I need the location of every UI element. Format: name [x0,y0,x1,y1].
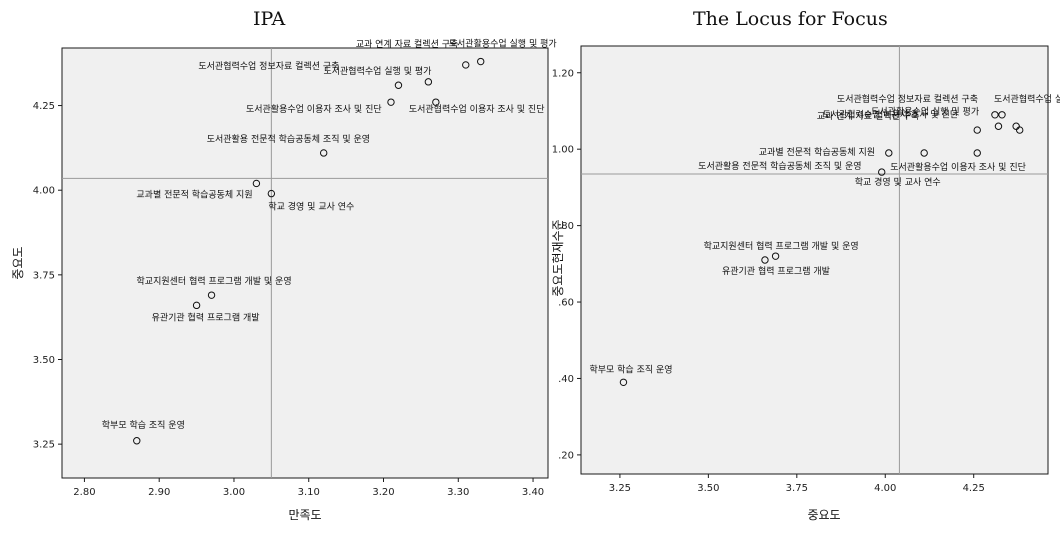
data-point [462,61,470,69]
x-tick-label: 3.00 [223,487,245,498]
x-tick-label: 3.10 [298,487,320,498]
y-axis-label: 중요도 [11,246,25,279]
data-point [991,111,999,119]
data-point-label: 학부모 학습 조직 운영 [589,364,672,375]
y-tick-label: 4.25 [33,101,55,112]
data-point-label: 도서관활용 전문적 학습공동체 조직 및 운영 [207,133,370,145]
data-point-label: 교과 연계 자료 컬렉션 구축 [356,38,459,50]
data-point [994,122,1003,130]
data-point [207,291,216,299]
x-tick-label: 3.40 [522,487,544,498]
data-point-label: 도서관협력수업 이용자 조사 및 진단 [822,108,958,120]
y-tick-label: 3.50 [33,355,55,366]
y-tick-label: .20 [558,450,574,461]
data-point [387,98,395,106]
data-point-label: 학교지원센터 협력 프로그램 개발 및 운영 [137,275,292,287]
data-point-label: 도서관협력수업 정보자료 컬렉션 구축 [837,93,978,105]
data-point [771,252,780,260]
data-point [192,301,201,310]
data-point [133,437,141,445]
data-point-label: 학교 경영 및 교사 연수 [268,201,354,213]
y-tick-label: 3.75 [33,270,55,281]
data-point-label: 도서관활용수업 이용자 조사 및 진단 [246,103,382,115]
y-tick-label: .60 [558,298,574,309]
plot-area [580,45,1049,475]
data-point [998,111,1006,119]
y-tick-label: .40 [558,374,574,385]
data-point [973,126,981,134]
data-point-label: 도서관활용수업 실행 및 평가 [871,105,979,117]
data-point [885,149,893,157]
x-tick-label: 4.00 [874,483,896,494]
data-point-label: 유관기관 협력 프로그램 개발 [722,265,830,277]
data-point-label: 도서관협력수업 이용자 조사 및 진단 [409,103,545,115]
y-tick-label: 1.20 [552,68,574,79]
data-point-label: 교과별 전문적 학습공동체 지원 [136,188,252,200]
chart-title-locus-for-focus: The Locus for Focus [693,8,888,30]
data-point [973,149,981,157]
data-point-label: 도서관협력수업 실행 및 평가 [994,93,1060,105]
data-point-label: 도서관협력수업 정보자료 컬렉션 구축 [198,60,339,72]
data-point [920,149,928,157]
chart-title-ipa: IPA [253,8,286,30]
x-tick-label: 2.80 [73,487,95,498]
chart-locus-for-focus: 3.25 3.50 3.75 4.00 4.25 .20 .40 .60 .80 1.00 1.20… [551,45,1060,522]
y-axis-label: 중요도현재수준 [551,219,565,296]
data-point [477,57,485,66]
data-point-label: 도서관활용수업 이용자 조사 및 진단 [890,161,1026,173]
y-tick-label: 3.25 [33,440,55,451]
data-point [267,189,276,198]
y-tick-label: 1.00 [552,145,574,156]
x-tick-label: 3.20 [372,487,394,498]
x-tick-label: 4.25 [963,483,985,494]
y-tick-label: 4.00 [33,186,55,197]
data-point [619,378,628,386]
data-point-label: 도서관협력수업 실행 및 평가 [323,65,431,77]
data-point-label: 학부모 학습 조직 운영 [102,420,185,431]
data-point-label: 학교 경영 및 교사 연수 [855,176,941,188]
data-point [424,78,433,86]
x-tick-label: 3.25 [609,483,631,494]
data-point [1015,126,1024,134]
data-point [319,149,328,157]
x-tick-label: 2.90 [148,487,170,498]
data-point-label: 교과 연계 자료 컬렉션 구축 [817,110,920,122]
data-point-label: 학교지원센터 협력 프로그램 개발 및 운영 [704,240,859,252]
data-point-label: 유관기관 협력 프로그램 개발 [152,311,260,323]
plot-area [61,47,549,479]
data-point [761,256,769,264]
data-point [394,81,403,89]
data-point [432,98,440,106]
data-point-label: 도서관활용 전문적 학습공동체 조직 및 운영 [698,160,861,172]
x-tick-label: 3.30 [447,487,469,498]
data-point [878,168,886,176]
x-tick-label: 3.75 [786,483,808,494]
x-axis-label: 중요도 [807,508,840,522]
y-tick-label: .80 [558,221,574,232]
data-point-label: 교과별 전문적 학습공동체 지원 [759,146,875,158]
chart-ipa: 2.80 2.90 3.00 3.10 3.20 3.30 3.40 3.25 3.50 3.75… [11,38,557,522]
x-tick-label: 3.50 [697,483,719,494]
data-point [252,179,261,188]
x-axis-label: 만족도 [288,508,321,522]
data-point-label: 도서관활용수업 실행 및 평가 [449,38,557,50]
